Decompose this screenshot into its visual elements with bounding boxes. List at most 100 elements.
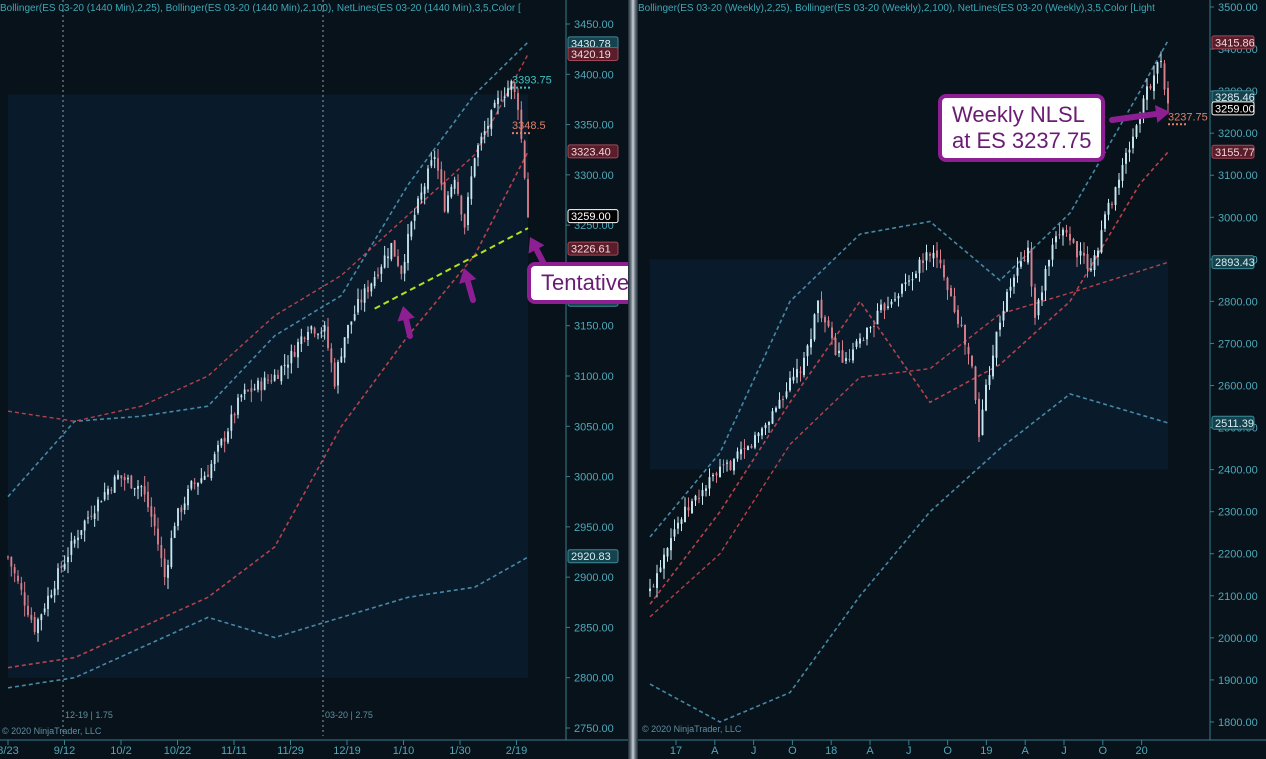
right-copyright: © 2020 NinjaTrader, LLC	[642, 724, 742, 734]
range-shading	[8, 94, 528, 678]
x-tick-label: J	[1061, 745, 1067, 757]
candle-body	[300, 336, 303, 344]
candle-body	[680, 519, 683, 524]
candle-body	[659, 567, 662, 572]
candle-body	[918, 259, 921, 274]
candle-body	[1093, 255, 1096, 270]
candle-body	[370, 283, 373, 292]
candle-body	[480, 136, 483, 144]
price-flag-box	[1211, 35, 1255, 50]
candle-body	[273, 374, 276, 381]
candle-body	[233, 413, 236, 416]
candle-body	[708, 477, 711, 489]
candle-body	[806, 345, 809, 357]
candle-body	[950, 287, 952, 297]
candle-body	[743, 448, 746, 450]
candle-body	[497, 97, 499, 105]
candle-body	[260, 381, 263, 391]
price-flag-label: 3155.77	[1215, 147, 1255, 159]
candle-body	[799, 371, 802, 373]
y-tick-label: 3450.00	[574, 19, 614, 31]
candle-body	[1100, 230, 1103, 253]
candle-body	[197, 482, 199, 487]
candle-body	[347, 325, 349, 339]
candle-body	[869, 327, 872, 329]
candle-body	[1079, 250, 1082, 256]
candle-body	[100, 501, 103, 503]
candle-body	[17, 575, 19, 582]
candle-body	[113, 476, 116, 493]
candle-body	[1163, 63, 1166, 90]
candle-body	[1114, 187, 1117, 206]
y-tick-label: 2900.00	[574, 572, 614, 584]
candle-body	[943, 265, 945, 278]
candle-body	[407, 233, 409, 264]
candle-body	[87, 517, 89, 519]
candle-body	[390, 243, 393, 260]
candle-body	[1142, 98, 1145, 117]
candle-body	[513, 83, 516, 93]
candle-body	[897, 296, 900, 299]
candle-body	[750, 445, 753, 448]
candle-body	[243, 389, 246, 394]
candle-body	[200, 478, 203, 483]
candle-body	[400, 266, 403, 274]
price-flag-label: 2920.83	[571, 551, 611, 563]
y-tick-label: 2800.00	[1218, 296, 1258, 308]
candle-body	[754, 435, 756, 448]
candle-body	[932, 252, 935, 259]
candle-body	[666, 548, 669, 557]
support-trend-line	[374, 227, 529, 310]
price-flag-label: 2893.43	[1215, 257, 1255, 269]
candle-body	[47, 595, 49, 610]
y-tick-label: 3500.00	[1218, 2, 1258, 14]
support-arrow-2-shaft	[464, 278, 476, 303]
price-flag-label: 3226.61	[571, 244, 611, 256]
price-flag-box	[567, 46, 619, 61]
candle-body	[167, 565, 169, 578]
candle-body	[433, 156, 436, 160]
netline-label: 3393.75	[512, 75, 552, 87]
y-tick-label: 3150.00	[574, 321, 614, 333]
candle-body	[960, 324, 963, 327]
candle-body	[1065, 230, 1068, 233]
left-indicator-legend: Bollinger(ES 03-20 (1440 Min),2,25), Bol…	[0, 3, 521, 14]
candle-body	[925, 252, 928, 261]
candle-body	[1121, 164, 1124, 181]
candle-body	[817, 300, 819, 313]
candle-body	[357, 299, 359, 313]
candle-body	[507, 88, 509, 97]
candle-body	[183, 503, 186, 510]
candle-body	[1139, 115, 1141, 125]
candle-body	[1006, 291, 1008, 312]
candle-body	[764, 424, 767, 429]
candle-body	[63, 563, 66, 570]
candle-body	[323, 325, 326, 332]
candle-body	[1097, 250, 1099, 258]
candle-body	[517, 93, 519, 110]
netline-label: 3348.5	[512, 120, 546, 132]
candle-body	[307, 331, 309, 340]
candle-body	[340, 356, 343, 363]
right-indicator-legend: Bollinger(ES 03-20 (Weekly),2,25), Bolli…	[638, 3, 1155, 14]
candle-body	[971, 355, 973, 367]
candle-body	[493, 102, 496, 108]
candle-body	[992, 355, 994, 377]
candle-body	[70, 540, 73, 555]
candle-body	[876, 310, 879, 325]
panel-divider[interactable]	[628, 0, 638, 759]
y-tick-label: 2700.00	[1218, 338, 1258, 350]
candle-body	[123, 476, 126, 481]
candle-body	[789, 377, 791, 391]
y-tick-label: 2600.00	[1218, 381, 1258, 393]
candle-body	[1041, 292, 1043, 301]
left-session-label-1: 12-19 | 1.75	[65, 710, 113, 720]
candle-body	[922, 260, 924, 264]
candle-body	[217, 444, 219, 452]
candle-body	[715, 473, 718, 476]
candle-body	[687, 507, 690, 511]
candle-body	[768, 422, 770, 426]
right-annotation-callout: Weekly NLSL at ES 3237.75	[938, 94, 1106, 162]
candle-body	[1069, 233, 1071, 241]
candle-body	[883, 303, 886, 311]
